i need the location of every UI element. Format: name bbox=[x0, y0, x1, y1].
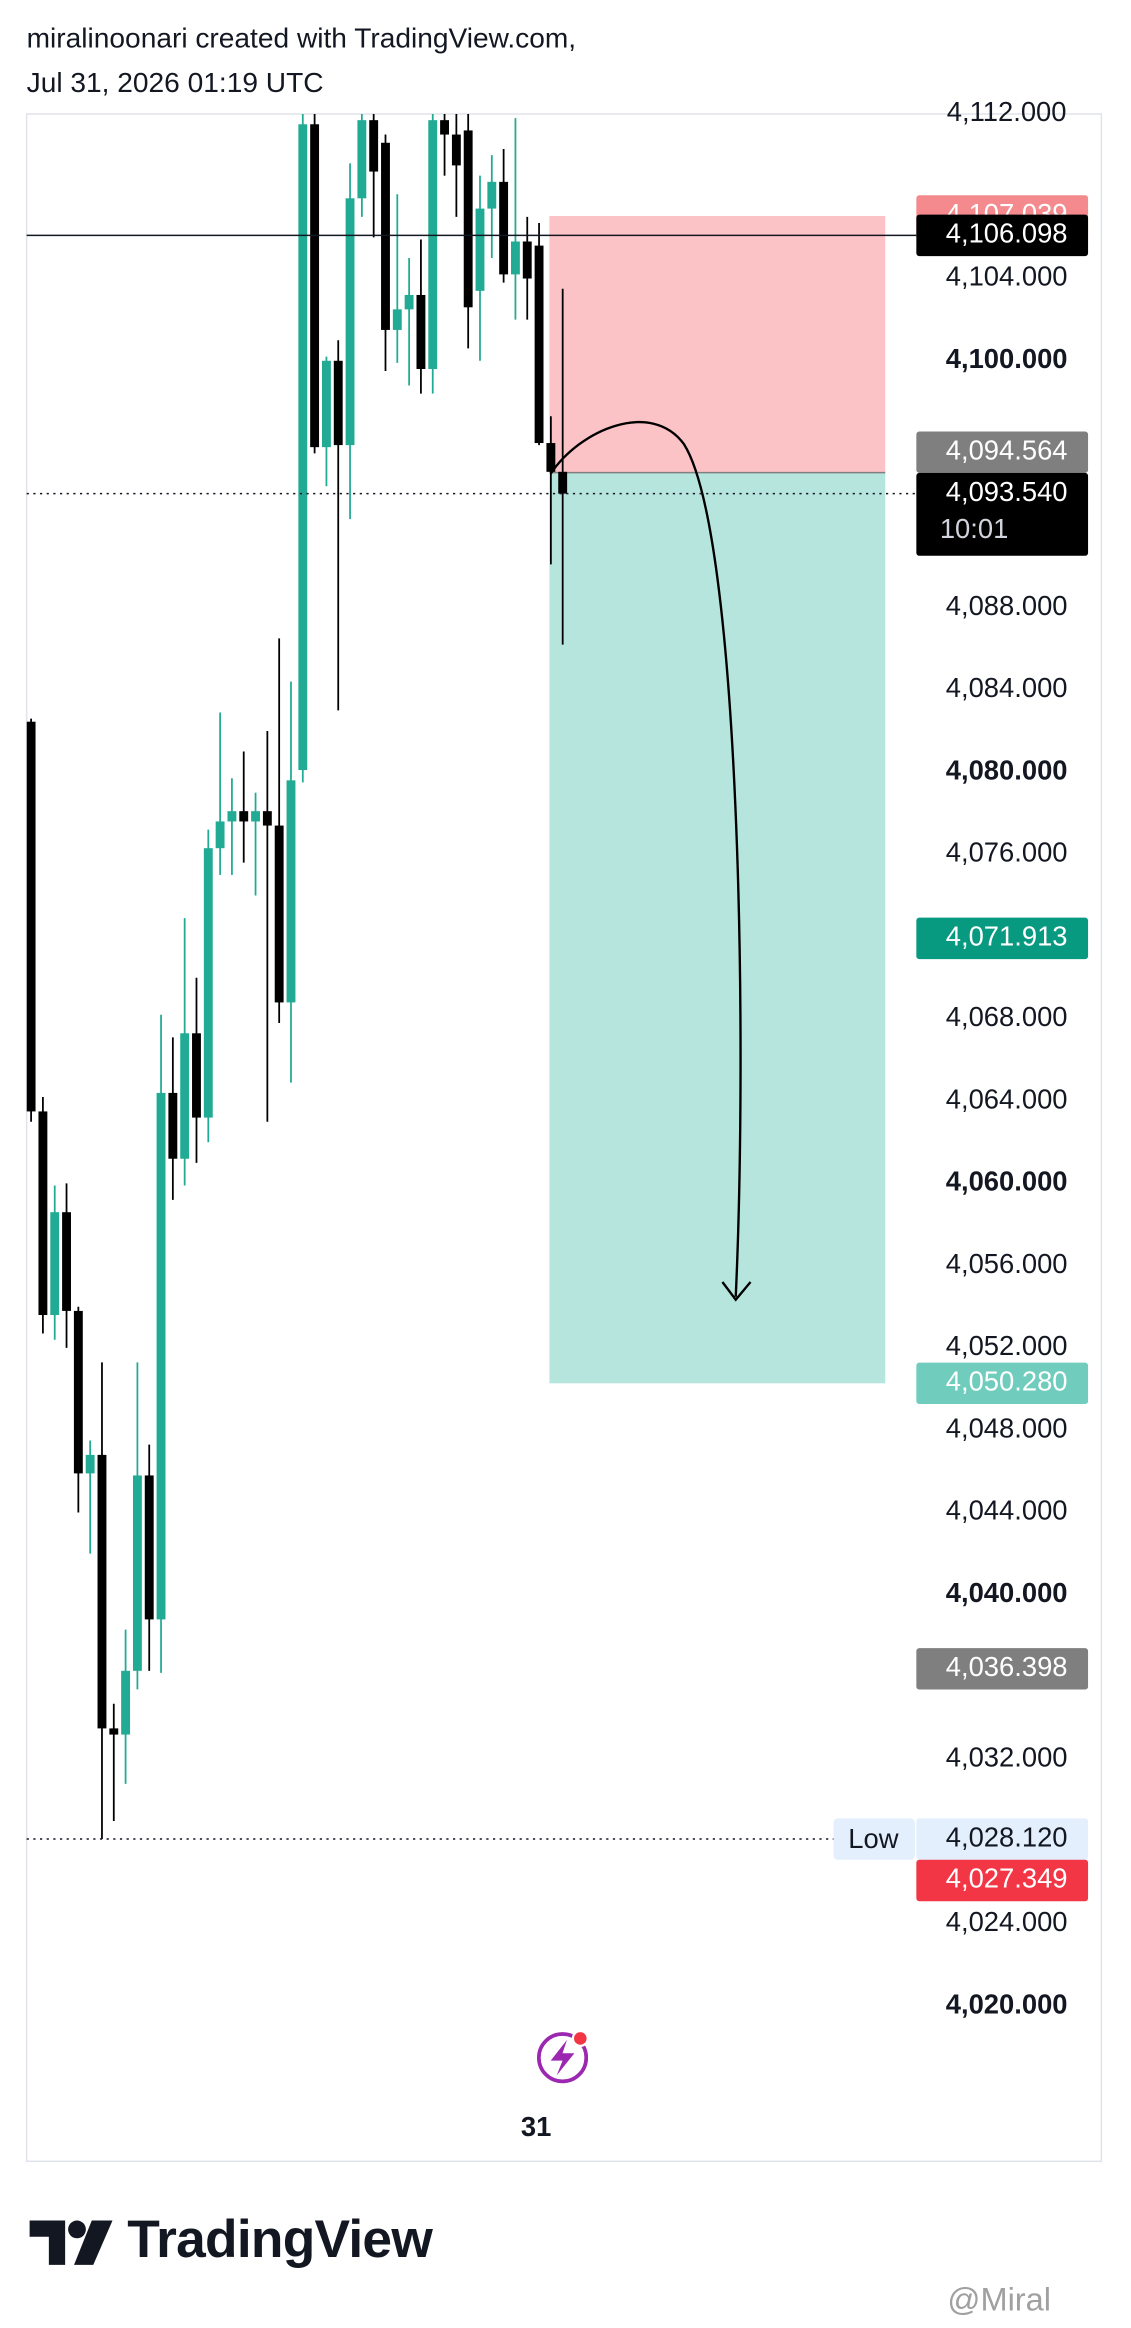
y-tick-label: 4,048.000 bbox=[946, 1412, 1068, 1443]
candle-body bbox=[251, 811, 260, 822]
candle-body bbox=[168, 1092, 178, 1159]
candle-body bbox=[333, 360, 343, 446]
candle-body bbox=[121, 1670, 131, 1735]
price-badge-label: 4,106.098 bbox=[946, 218, 1068, 249]
price-badge-label: 4,036.398 bbox=[946, 1651, 1068, 1682]
price-badge bbox=[916, 214, 1089, 257]
overlay bbox=[26, 234, 917, 1840]
alert-icon[interactable] bbox=[537, 2029, 589, 2084]
y-tick-label: 4,052.000 bbox=[946, 1330, 1068, 1361]
price-badge bbox=[916, 472, 1089, 556]
stop-zone bbox=[549, 216, 886, 473]
y-tick-label: 4,056.000 bbox=[946, 1248, 1068, 1279]
price-badge bbox=[916, 917, 1089, 960]
price-badge bbox=[916, 1362, 1089, 1405]
candle-body bbox=[345, 198, 355, 446]
y-tick-label: 4,088.000 bbox=[946, 590, 1068, 621]
tag-box bbox=[833, 1818, 915, 1860]
candle-body bbox=[404, 294, 414, 310]
candle-body bbox=[522, 241, 532, 279]
candle-body bbox=[357, 120, 367, 199]
y-tick-label: 4,044.000 bbox=[946, 1495, 1068, 1526]
header-line: Jul 31, 2026 01:19 UTC bbox=[27, 67, 324, 98]
candle-body bbox=[215, 821, 225, 849]
y-tick-label: 4,080.000 bbox=[946, 754, 1068, 785]
candle-body bbox=[310, 124, 320, 448]
x-tick-label: 31 bbox=[521, 2111, 551, 2142]
price-badge-label: 4,094.564 bbox=[946, 434, 1068, 465]
y-tick-label: 4,076.000 bbox=[946, 837, 1068, 868]
candle-body bbox=[227, 811, 237, 822]
header-line: miralinoonari created with TradingView.c… bbox=[27, 22, 576, 53]
price-badge-label: 4,071.913 bbox=[946, 921, 1068, 952]
candle-body bbox=[475, 208, 485, 291]
tag-label: Low bbox=[848, 1823, 898, 1854]
candle-body bbox=[109, 1728, 119, 1735]
candle-body bbox=[440, 120, 449, 135]
y-tick-label: 4,032.000 bbox=[946, 1741, 1068, 1772]
price-badge-label: 4,027.349 bbox=[946, 1863, 1068, 1894]
y-tick-label: 4,064.000 bbox=[946, 1083, 1068, 1114]
position-tool[interactable] bbox=[549, 216, 886, 1384]
logo-text: TradingView bbox=[127, 2210, 433, 2269]
watermark: @Miral bbox=[947, 2282, 1051, 2318]
price-badge bbox=[916, 1648, 1089, 1690]
countdown-label: 10:01 bbox=[940, 513, 1009, 544]
candle-body bbox=[499, 181, 509, 275]
candle-body bbox=[487, 181, 497, 209]
target-zone bbox=[549, 472, 886, 1384]
y-tick-label: 4,084.000 bbox=[946, 672, 1068, 703]
candle-body bbox=[262, 811, 272, 826]
price-badge bbox=[916, 1818, 1089, 1860]
candle-body bbox=[144, 1475, 154, 1620]
y-tick-label: 4,060.000 bbox=[946, 1166, 1068, 1197]
candle-body bbox=[274, 825, 284, 1003]
price-badge bbox=[916, 431, 1089, 473]
candle-body bbox=[546, 443, 556, 472]
candle-body bbox=[534, 245, 544, 444]
logo-mark bbox=[29, 2220, 113, 2265]
arrow-curve bbox=[549, 420, 742, 1297]
candle-body bbox=[62, 1212, 71, 1311]
price-axis: 4,112.000 4,104.000 4,100.000 4,088.000 4,08… bbox=[833, 96, 1089, 2019]
candle-body bbox=[558, 471, 568, 494]
candle-body bbox=[510, 241, 520, 275]
y-tick-label: 4,112.000 bbox=[947, 96, 1067, 127]
candle-body bbox=[239, 811, 249, 822]
candle-body bbox=[392, 309, 402, 330]
y-tick-label: 4,040.000 bbox=[946, 1577, 1068, 1608]
y-tick-label: 4,068.000 bbox=[946, 1001, 1068, 1032]
candle-body bbox=[26, 721, 36, 1112]
price-badge-label: 4,093.540 bbox=[946, 476, 1068, 507]
y-tick-label: 4,100.000 bbox=[946, 343, 1068, 374]
candle-body bbox=[428, 120, 438, 370]
candle-body bbox=[156, 1092, 166, 1620]
candle-body bbox=[85, 1454, 95, 1474]
candle-body bbox=[463, 130, 473, 308]
y-tick-label: 4,020.000 bbox=[946, 1988, 1068, 2019]
candle-body bbox=[381, 142, 390, 330]
y-tick-label: 4,104.000 bbox=[946, 261, 1068, 292]
candle-body bbox=[286, 780, 296, 1003]
candle-body bbox=[451, 134, 461, 166]
candle-body bbox=[50, 1212, 60, 1316]
plot-frame bbox=[25, 113, 1103, 2163]
candle-body bbox=[132, 1475, 142, 1671]
candle-body bbox=[97, 1454, 107, 1729]
candle-body bbox=[321, 360, 331, 448]
candle-body bbox=[73, 1310, 83, 1474]
candle-body bbox=[180, 1033, 190, 1159]
candle-body bbox=[298, 124, 308, 771]
candle-body bbox=[203, 848, 213, 1118]
price-badge bbox=[916, 1859, 1089, 1902]
candle-body bbox=[369, 120, 379, 172]
price-badge-label: 4,028.120 bbox=[946, 1821, 1068, 1852]
candle-body bbox=[192, 1033, 201, 1118]
price-badge-label: 4,050.280 bbox=[946, 1366, 1068, 1397]
candle-body bbox=[38, 1111, 48, 1316]
candle-body bbox=[416, 294, 426, 370]
arrow-head bbox=[721, 1281, 752, 1302]
y-tick-label: 4,024.000 bbox=[946, 1906, 1068, 1937]
